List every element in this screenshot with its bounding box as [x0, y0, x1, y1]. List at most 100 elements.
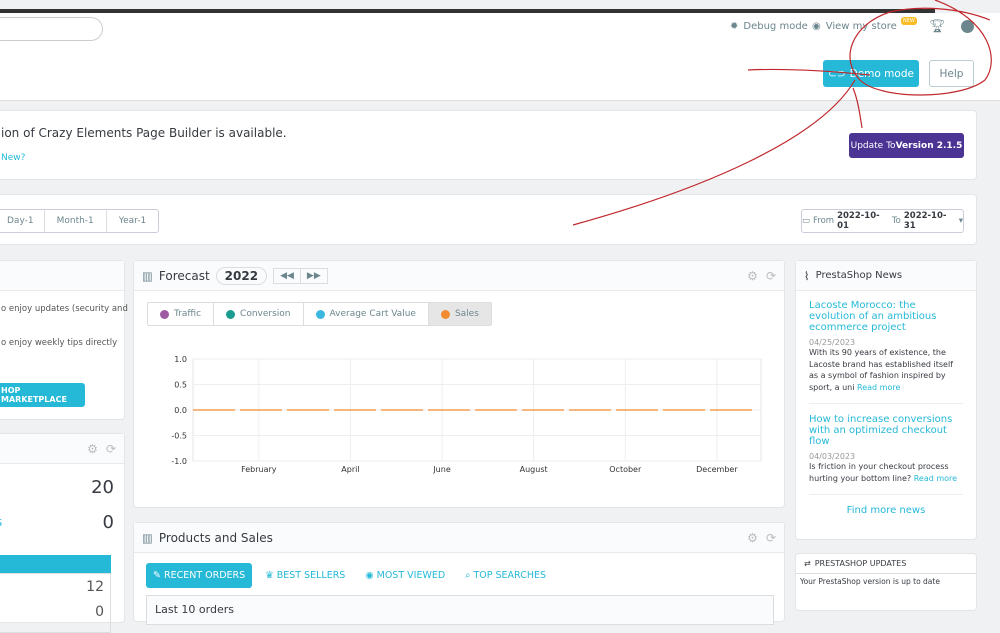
refresh-icon: ⇄	[804, 559, 811, 568]
y-tick-label: 0.0	[174, 406, 187, 415]
bar-chart-icon: ▥	[142, 268, 153, 283]
toggle-icon: ⊂⊃	[828, 67, 846, 80]
eye-icon: ◉	[812, 21, 821, 32]
dot-icon	[315, 309, 325, 319]
data-point	[441, 409, 443, 411]
day-1-button[interactable]: Day-1	[0, 210, 45, 232]
previous-year-button[interactable]: ◀◀	[274, 268, 301, 283]
gear-icon[interactable]: ⚙	[747, 530, 758, 545]
data-point	[533, 409, 535, 411]
pencil-icon: ✎	[153, 570, 161, 581]
tab-recent-orders[interactable]: ✎ RECENT ORDERS	[146, 563, 253, 588]
search-input[interactable]	[0, 17, 103, 41]
products-header: ▥ Products and Sales ⚙ ⟳	[134, 523, 784, 553]
help-button[interactable]: Help	[929, 60, 974, 87]
tab-top-searches[interactable]: ⌕ TOP SEARCHES	[465, 570, 546, 581]
last-orders-heading: Last 10 orders	[146, 595, 774, 625]
data-point	[487, 409, 489, 411]
read-more-link[interactable]: Read more	[857, 382, 901, 392]
stat-link[interactable]: s	[0, 515, 2, 529]
dot-icon	[160, 309, 169, 319]
stats-table-header	[0, 555, 111, 573]
caret-down-icon: ▾	[958, 216, 963, 226]
marketplace-button[interactable]: HOP MARKETPLACE	[0, 383, 85, 407]
updates-panel: ⇄ PRESTASHOP UPDATES Your PrestaShop vers…	[795, 553, 977, 611]
x-tick-label: February	[241, 465, 277, 474]
news-title-link[interactable]: Lacoste Morocco: the evolution of an amb…	[809, 300, 937, 333]
search-icon: ⌕	[465, 570, 471, 581]
updates-status: Your PrestaShop version is up to date	[800, 577, 940, 586]
data-point	[395, 409, 397, 411]
year-1-button[interactable]: Year-1	[118, 216, 147, 226]
rss-icon: ⌇	[804, 268, 810, 283]
data-point	[578, 409, 580, 411]
trophy-icon: ♛	[265, 570, 274, 581]
products-sales-panel: ▥ Products and Sales ⚙ ⟳ ✎ RECENT ORDERS ♛ BE…	[133, 522, 785, 625]
marketplace-panel: o enjoy updates (security and o enjoy we…	[0, 260, 128, 420]
trophy-icon[interactable]: 🏆︎	[929, 19, 946, 34]
stat-value: 20	[91, 477, 114, 498]
demo-mode-button[interactable]: ⊂⊃ Demo mode	[823, 60, 919, 87]
eye-icon: ◉	[365, 570, 374, 581]
y-tick-label: -0.5	[171, 432, 187, 441]
whats-new-link[interactable]: New?	[1, 153, 26, 163]
notice-text: ion of Crazy Elements Page Builder is av…	[1, 126, 287, 140]
update-version-button[interactable]: Update To Version 2.1.5	[849, 133, 964, 158]
dot-icon	[226, 309, 236, 319]
dot-icon	[440, 309, 450, 319]
find-more-news-link[interactable]: Find more news	[846, 505, 926, 516]
read-more-link[interactable]: Read more	[913, 473, 958, 483]
news-item: Lacoste Morocco: the evolution of an amb…	[809, 300, 963, 404]
news-item: How to increase conversions with an opti…	[809, 404, 963, 495]
news-title-link[interactable]: How to increase conversions with an opti…	[809, 414, 953, 447]
y-tick-label: 0.5	[174, 381, 187, 390]
legend-conversion[interactable]: Conversion	[214, 303, 304, 325]
data-point	[716, 409, 718, 411]
date-filter-bar: Day-1 Month-1 Year-1 ▭ From 2022-10-01 To 20…	[0, 194, 977, 245]
period-buttons: Day-1 Month-1 Year-1	[0, 209, 160, 233]
refresh-icon[interactable]: ⟳	[105, 441, 116, 456]
date-range-picker[interactable]: ▭ From 2022-10-01 To 2022-10-31 ▾	[801, 209, 964, 233]
year-label: 2022	[215, 266, 268, 285]
marketplace-text-2: o enjoy weekly tips directly	[1, 338, 118, 348]
debug-mode-link[interactable]: ✹ Debug mode	[730, 21, 808, 32]
forecast-panel: ▥ Forecast 2022 ◀◀ ▶▶ ⚙ ⟳ Traffic Conversi…	[133, 260, 785, 508]
data-point	[349, 409, 351, 411]
tab-best-sellers[interactable]: ♛ BEST SELLERS	[265, 570, 346, 581]
tab-most-viewed[interactable]: ◉ MOST VIEWED	[365, 570, 446, 581]
stat-value: 0	[102, 512, 114, 533]
gear-icon[interactable]: ⚙	[747, 268, 758, 283]
y-tick-label: 1.0	[174, 355, 187, 364]
calendar-icon: ▭	[802, 216, 811, 226]
stat-cell: 0	[95, 604, 104, 620]
forecast-chart: 1.0 0.5 0.0 -0.5 -1.0 February April June August…	[171, 355, 762, 474]
notifications-icon[interactable]: NEW	[901, 17, 917, 25]
data-point	[212, 409, 214, 411]
bar-chart-icon: ▥	[142, 530, 153, 545]
stat-cell: 12	[86, 579, 104, 595]
legend-traffic[interactable]: Traffic	[148, 303, 215, 325]
bug-icon: ✹	[730, 21, 739, 32]
refresh-icon[interactable]: ⟳	[765, 268, 776, 283]
stats-panel-header: ⚙ ⟳	[0, 434, 124, 464]
next-year-button[interactable]: ▶▶	[306, 270, 321, 281]
products-tabs: ✎ RECENT ORDERS ♛ BEST SELLERS ◉ MOST VIEWE…	[146, 563, 553, 588]
refresh-icon[interactable]: ⟳	[765, 530, 776, 545]
data-point	[670, 409, 672, 411]
gear-icon[interactable]: ⚙	[87, 441, 98, 456]
forecast-legend: Traffic Conversion Average Cart Value Sa…	[147, 302, 492, 326]
month-1-button[interactable]: Month-1	[45, 210, 107, 232]
stats-panel: ⚙⟳ 20 s 0 12 0	[0, 433, 125, 633]
y-tick-label: -1.0	[171, 457, 187, 466]
news-panel: ⌇ PrestaShop News Lacoste Morocco: the ev…	[795, 260, 977, 540]
legend-sales[interactable]: Sales	[428, 303, 491, 325]
marketplace-text-1: o enjoy updates (security and	[1, 304, 128, 314]
forecast-header: ▥ Forecast 2022 ◀◀ ▶▶ ⚙ ⟳	[134, 261, 784, 291]
account-icon[interactable]	[961, 20, 974, 33]
x-tick-label: June	[432, 465, 451, 474]
data-point	[258, 409, 260, 411]
legend-average-cart-value[interactable]: Average Cart Value	[304, 303, 429, 325]
top-bar	[0, 9, 935, 13]
view-store-link[interactable]: ◉ View my store	[812, 21, 897, 32]
x-tick-label: April	[341, 465, 359, 474]
